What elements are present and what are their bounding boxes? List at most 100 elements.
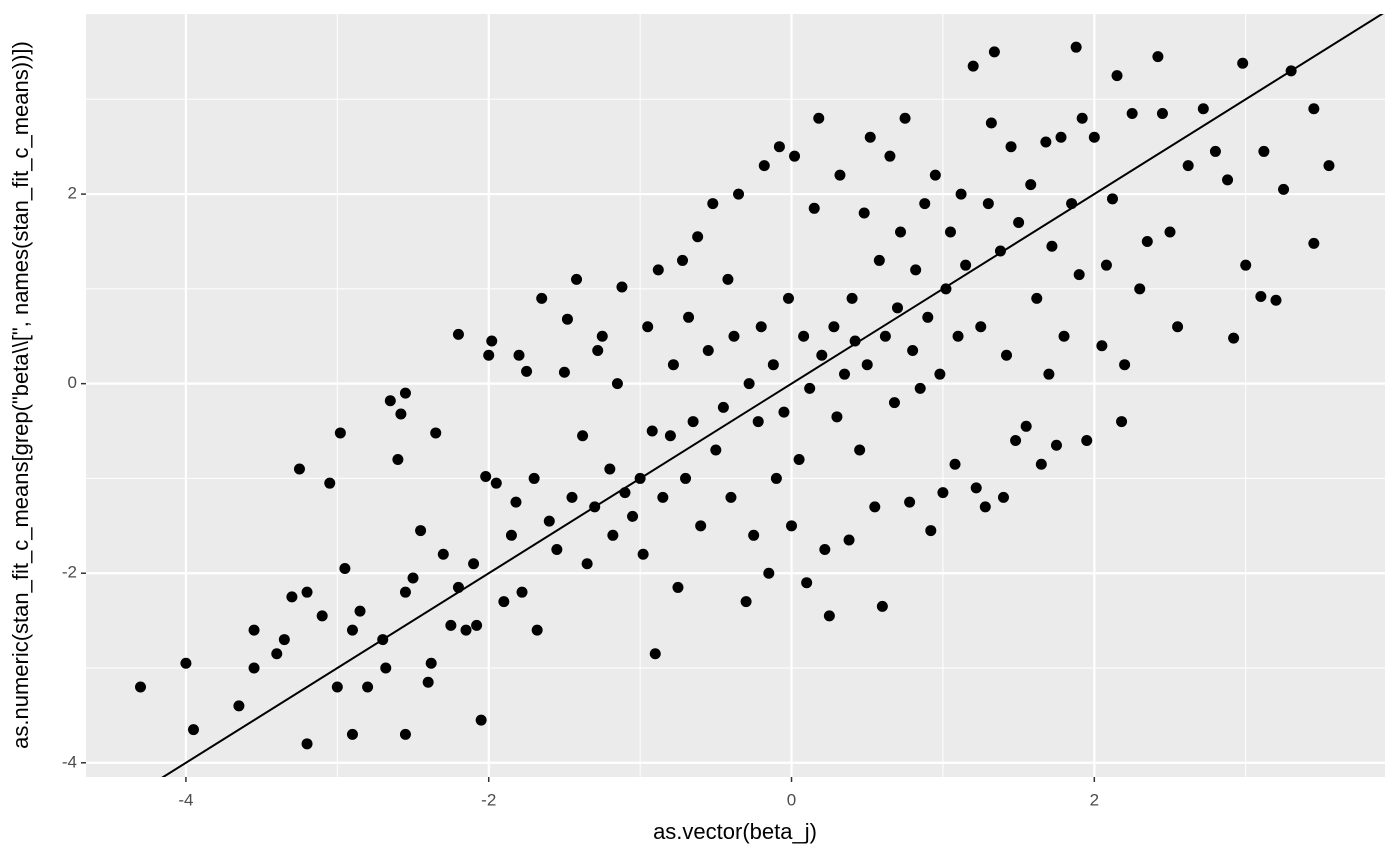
point: [616, 281, 628, 293]
point: [773, 141, 785, 153]
point: [510, 496, 522, 508]
point: [858, 207, 870, 219]
point: [1237, 57, 1249, 69]
y-axis-title: as.numeric(stan_fit_c_means[grep("beta\\…: [8, 41, 33, 749]
point: [937, 487, 949, 499]
point: [331, 681, 343, 693]
point: [1035, 458, 1047, 470]
point: [642, 321, 654, 333]
x-tick-label: 2: [1090, 790, 1099, 809]
point: [604, 463, 616, 475]
point: [876, 600, 888, 612]
point: [248, 662, 260, 674]
reference-line: [161, 14, 1384, 777]
point: [808, 202, 820, 214]
point: [346, 624, 358, 636]
point: [301, 738, 313, 750]
point: [437, 548, 449, 560]
point: [869, 501, 881, 513]
point: [646, 425, 658, 437]
point: [846, 292, 858, 304]
point: [180, 657, 192, 669]
point: [1020, 420, 1032, 432]
point: [233, 700, 245, 712]
point: [581, 558, 593, 570]
point: [899, 112, 911, 124]
point: [392, 453, 404, 465]
point: [895, 226, 907, 238]
point: [879, 330, 891, 342]
point: [607, 529, 619, 541]
point: [1141, 235, 1153, 247]
point: [1278, 183, 1290, 195]
point: [346, 728, 358, 740]
point: [1270, 294, 1282, 306]
point: [1010, 435, 1022, 447]
point: [415, 525, 427, 537]
point: [362, 681, 374, 693]
point: [831, 411, 843, 423]
point: [975, 321, 987, 333]
point: [891, 302, 903, 314]
point: [248, 624, 260, 636]
point: [468, 558, 480, 570]
point: [1197, 103, 1209, 115]
point: [793, 453, 805, 465]
point: [339, 562, 351, 574]
point: [955, 188, 967, 200]
point: [782, 292, 794, 304]
point: [1050, 439, 1062, 451]
point: [1152, 51, 1164, 63]
point: [1096, 340, 1108, 352]
point: [960, 259, 972, 271]
point: [819, 544, 831, 556]
point: [286, 591, 298, 603]
point: [743, 378, 755, 390]
point: [1182, 160, 1194, 172]
point: [677, 254, 689, 266]
point: [884, 150, 896, 162]
point: [929, 169, 941, 181]
point: [1308, 237, 1320, 249]
point: [528, 472, 540, 484]
point: [490, 477, 502, 489]
point: [834, 169, 846, 181]
point: [480, 471, 492, 483]
point: [516, 586, 528, 598]
point: [748, 529, 760, 541]
point: [425, 657, 437, 669]
point: [551, 544, 563, 556]
point: [1031, 292, 1043, 304]
x-tick-label: 0: [787, 790, 796, 809]
point: [558, 366, 570, 378]
point: [1111, 70, 1123, 82]
point: [354, 605, 366, 617]
point: [778, 406, 790, 418]
point: [864, 131, 876, 143]
point: [904, 496, 916, 508]
point: [271, 648, 283, 660]
point: [135, 681, 147, 693]
point: [1126, 108, 1138, 120]
point: [395, 408, 407, 420]
point: [1119, 359, 1131, 371]
point: [910, 264, 922, 276]
point: [789, 150, 801, 162]
point: [728, 330, 740, 342]
point: [536, 292, 548, 304]
point: [521, 365, 533, 377]
point: [710, 444, 722, 456]
point: [1058, 330, 1070, 342]
point: [985, 117, 997, 129]
point: [380, 662, 392, 674]
point: [399, 728, 411, 740]
point: [334, 427, 346, 439]
point: [1222, 174, 1234, 186]
point: [687, 416, 699, 428]
x-tick-label: -2: [481, 790, 496, 809]
point: [1055, 131, 1067, 143]
point: [561, 313, 573, 325]
point: [422, 676, 434, 688]
point: [1164, 226, 1176, 238]
point: [683, 311, 695, 323]
